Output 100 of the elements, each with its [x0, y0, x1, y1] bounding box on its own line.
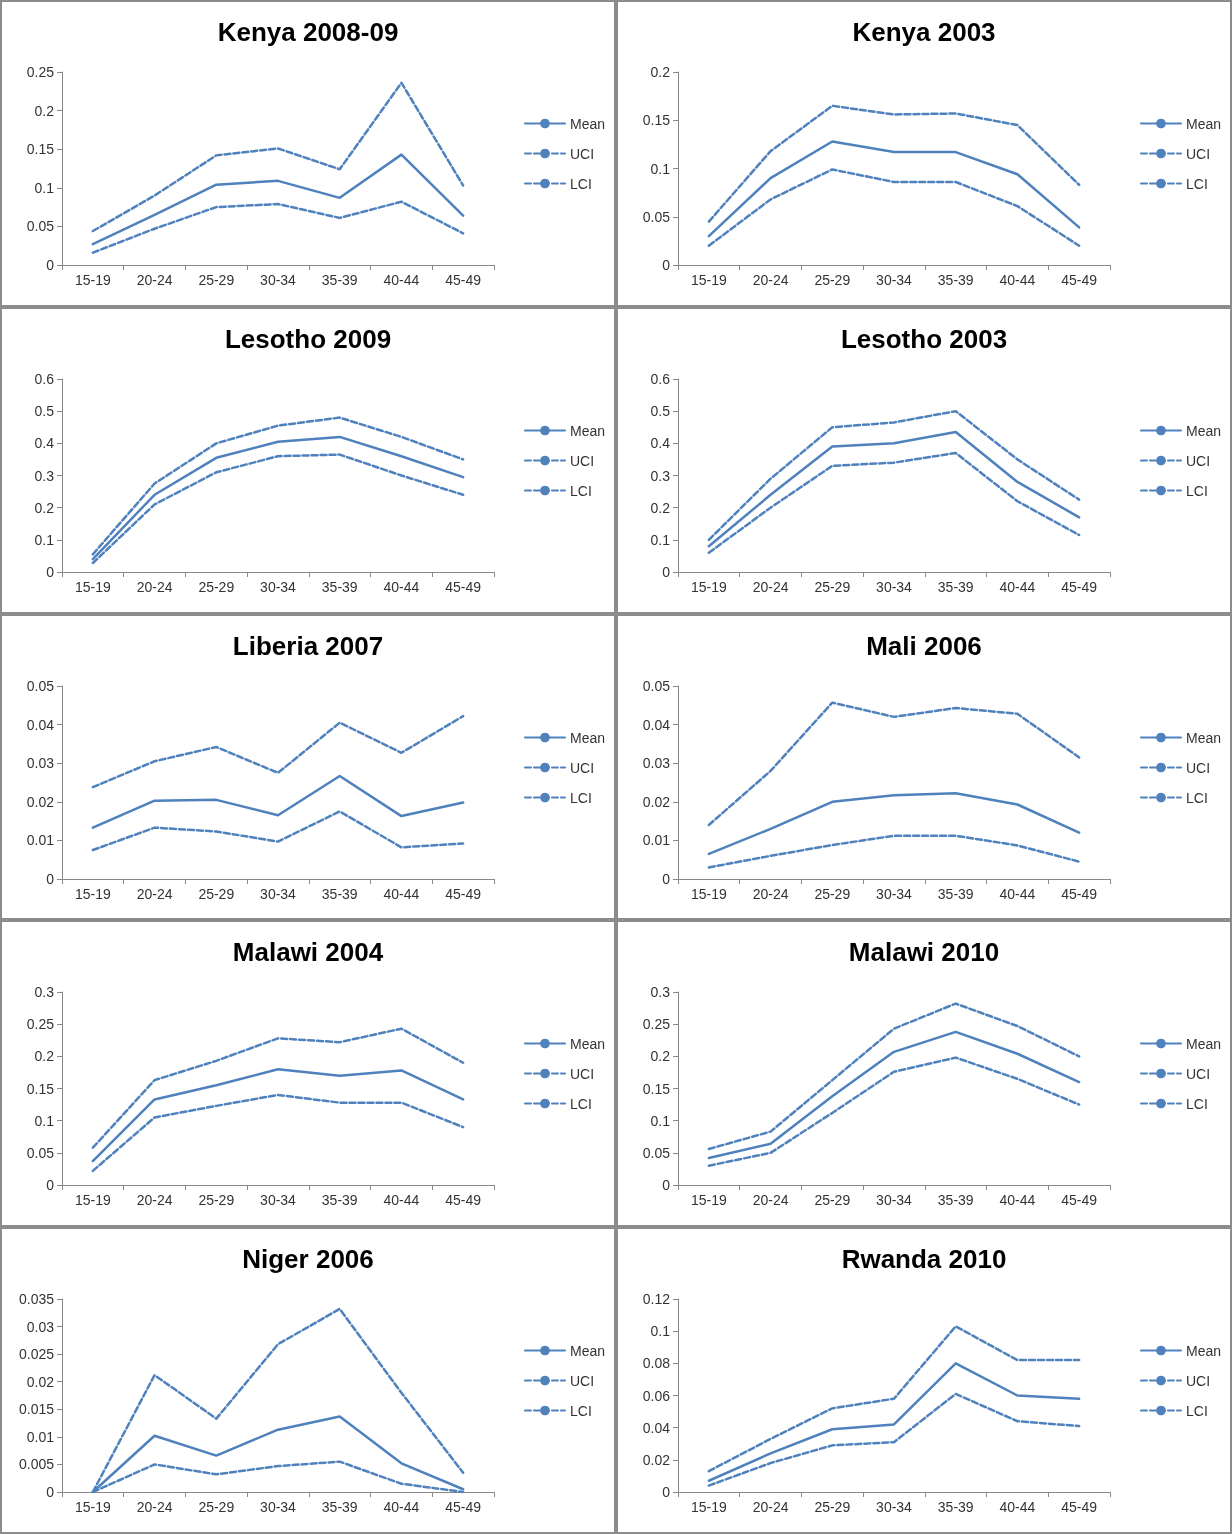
x-tick-label: 30-34	[260, 1499, 297, 1516]
y-tick-label: 0.03	[642, 754, 671, 771]
legend-label: Mean	[569, 729, 606, 746]
line-series	[707, 1325, 1081, 1473]
x-tick-label: 25-29	[198, 272, 235, 288]
x-tick-label: 30-34	[876, 1499, 913, 1516]
y-tick-label: 0.1	[650, 1113, 671, 1130]
x-tick-label: 45-49	[445, 578, 482, 595]
line-series	[707, 1056, 1081, 1168]
x-tick-label: 30-34	[260, 578, 297, 595]
line-series	[91, 774, 465, 829]
line-series	[707, 140, 1081, 238]
x-tick-label: 25-29	[814, 272, 851, 288]
y-tick-label: 0.06	[642, 1387, 671, 1404]
y-tick-label: 0.1	[650, 531, 671, 548]
chart-title: Niger 2006	[242, 1244, 374, 1275]
chart-title: Malawi 2004	[232, 937, 384, 968]
y-tick-label: 0.3	[34, 467, 55, 484]
legend-label: LCI	[1185, 1402, 1208, 1419]
x-tick-label: 20-24	[136, 272, 173, 288]
x-tick-label: 20-24	[752, 1499, 789, 1516]
y-tick-label: 0	[662, 563, 671, 580]
x-tick-label: 40-44	[383, 885, 420, 902]
legend-label: UCI	[1185, 452, 1211, 469]
y-tick-label: 0.2	[650, 499, 671, 516]
x-tick-label: 15-19	[690, 1499, 727, 1516]
x-tick-label: 25-29	[814, 1499, 851, 1516]
line-series	[91, 1094, 465, 1173]
y-tick-label: 0.12	[642, 1291, 671, 1308]
x-tick-label: 20-24	[752, 272, 789, 288]
legend-label: Mean	[569, 1035, 606, 1052]
x-tick-label: 30-34	[876, 272, 913, 288]
line-series	[707, 1392, 1081, 1487]
line-series	[707, 104, 1081, 223]
x-tick-label: 15-19	[690, 1192, 727, 1209]
x-tick-label: 15-19	[74, 885, 111, 902]
line-series	[707, 834, 1081, 869]
x-tick-label: 15-19	[74, 578, 111, 595]
x-tick-label: 40-44	[999, 272, 1036, 288]
y-tick-label: 0.01	[26, 1429, 55, 1446]
x-tick-label: 15-19	[74, 1499, 111, 1516]
x-tick-label: 45-49	[1061, 1499, 1098, 1516]
line-series	[707, 430, 1081, 548]
y-tick-label: 0	[46, 1177, 55, 1194]
y-tick-label: 0.035	[18, 1291, 55, 1308]
x-tick-label: 45-49	[1061, 885, 1098, 902]
x-tick-label: 35-39	[937, 1499, 974, 1516]
y-tick-label: 0.3	[650, 467, 671, 484]
line-series	[707, 409, 1081, 541]
chart-title: Lesotho 2003	[840, 323, 1008, 354]
x-tick-label: 20-24	[136, 885, 173, 902]
line-series	[707, 451, 1081, 554]
line-series	[91, 714, 465, 788]
legend-label: UCI	[569, 1065, 595, 1082]
chart-title: Rwanda 2010	[841, 1244, 1007, 1275]
chart-title: Kenya 2003	[852, 17, 996, 47]
legend-label: LCI	[1185, 789, 1208, 806]
x-tick-label: 45-49	[1061, 1192, 1098, 1209]
y-tick-label: 0.005	[18, 1456, 55, 1473]
y-tick-label: 0.15	[642, 112, 671, 129]
y-tick-label: 0.04	[642, 1419, 671, 1436]
y-tick-label: 0.03	[26, 754, 55, 771]
y-tick-label: 0.15	[26, 141, 55, 158]
x-tick-label: 30-34	[260, 272, 297, 288]
x-tick-label: 40-44	[999, 1192, 1036, 1209]
legend-label: LCI	[569, 175, 592, 192]
legend-label: UCI	[569, 759, 595, 776]
x-tick-label: 25-29	[198, 1192, 235, 1209]
x-tick-label: 30-34	[876, 578, 913, 595]
x-tick-label: 45-49	[1061, 578, 1098, 595]
x-tick-label: 40-44	[999, 885, 1036, 902]
y-tick-label: 0.05	[642, 1145, 671, 1162]
y-tick-label: 0.04	[26, 716, 55, 733]
legend-label: LCI	[1185, 175, 1208, 192]
line-series	[91, 1027, 465, 1150]
line-series	[707, 1362, 1081, 1483]
y-tick-label: 0.15	[26, 1080, 55, 1097]
y-tick-label: 0.025	[18, 1346, 55, 1363]
line-series	[91, 416, 465, 556]
y-tick-label: 0.2	[34, 102, 55, 119]
y-tick-label: 0	[46, 870, 55, 887]
x-tick-label: 35-39	[321, 578, 358, 595]
y-tick-label: 0.08	[642, 1355, 671, 1372]
y-tick-label: 0	[662, 1484, 671, 1501]
y-tick-label: 0.05	[26, 1145, 55, 1162]
x-tick-label: 30-34	[260, 885, 297, 902]
x-tick-label: 25-29	[814, 578, 851, 595]
y-tick-label: 0.4	[650, 435, 671, 452]
x-tick-label: 35-39	[321, 1192, 358, 1209]
y-tick-label: 0.015	[18, 1401, 55, 1418]
x-tick-label: 15-19	[74, 272, 111, 288]
x-tick-label: 40-44	[999, 1499, 1036, 1516]
x-tick-label: 20-24	[136, 578, 173, 595]
legend-label: Mean	[1185, 115, 1222, 132]
y-tick-label: 0.02	[642, 793, 671, 810]
legend-label: UCI	[1185, 145, 1211, 162]
y-tick-label: 0.04	[642, 716, 671, 733]
x-tick-label: 40-44	[383, 1192, 420, 1209]
y-tick-label: 0.5	[650, 402, 671, 419]
x-tick-label: 35-39	[321, 1499, 358, 1516]
